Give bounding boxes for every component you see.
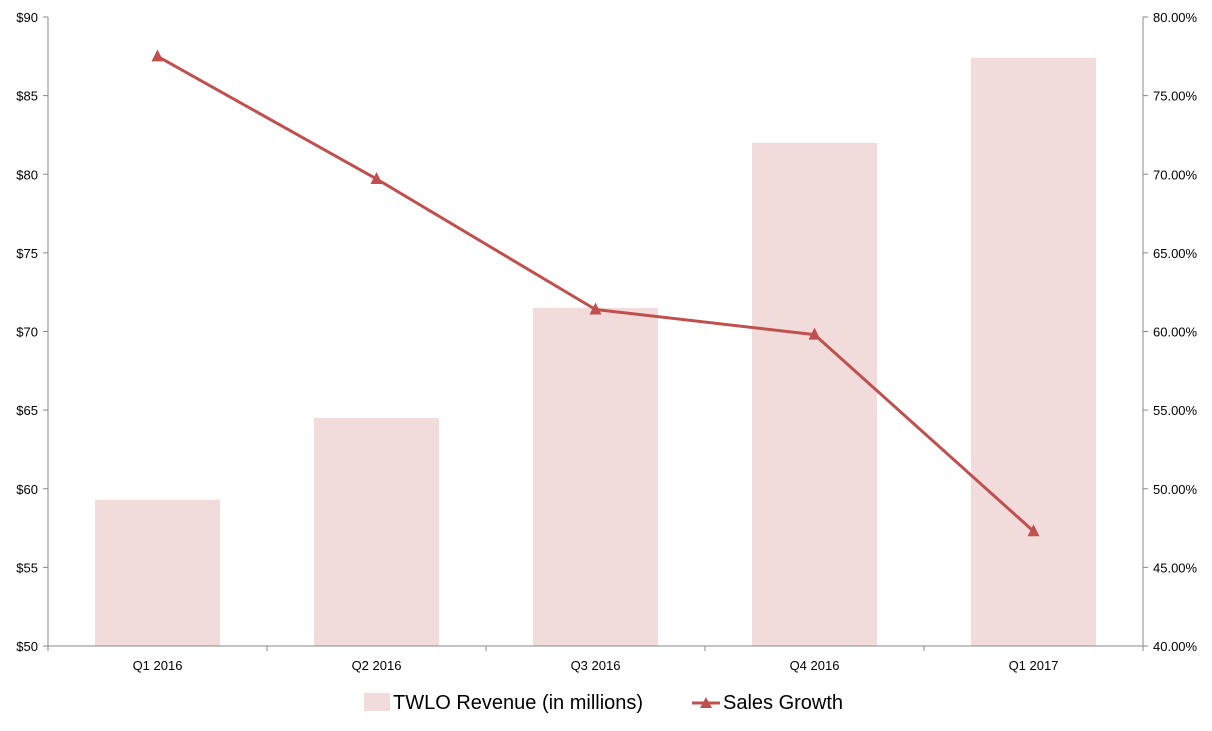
line-layer — [151, 49, 1040, 537]
sales-growth-marker — [1027, 524, 1040, 537]
bar — [95, 499, 220, 646]
y-right-tick-label: 50.00% — [1153, 482, 1198, 497]
x-tick-label: Q4 2016 — [790, 658, 840, 673]
bar-layer — [95, 57, 1096, 647]
bar — [533, 307, 658, 646]
legend: TWLO Revenue (in millions) Sales Growth — [364, 692, 843, 714]
bar — [752, 142, 877, 647]
y-left-tick-label: $75 — [16, 246, 38, 261]
y-left-tick-label: $70 — [16, 325, 38, 340]
y-left-tick-label: $55 — [16, 560, 38, 575]
x-tick-label: Q1 2017 — [1009, 658, 1059, 673]
legend-swatch-revenue — [364, 693, 390, 711]
legend-marker-sales-growth — [700, 697, 712, 708]
y-right-tick-label: 80.00% — [1153, 10, 1198, 25]
legend-label-sales-growth: Sales Growth — [723, 692, 843, 714]
bar — [971, 57, 1096, 646]
y-left-tick-label: $50 — [16, 639, 38, 654]
y-right-tick-label: 70.00% — [1153, 167, 1198, 182]
y-left-tick-label: $85 — [16, 89, 38, 104]
y-left-tick-label: $65 — [16, 403, 38, 418]
x-tick-label: Q2 2016 — [352, 658, 402, 673]
y-left-tick-label: $90 — [16, 10, 38, 25]
y-right-tick-label: 75.00% — [1153, 89, 1198, 104]
bar — [314, 417, 439, 646]
y-right-tick-label: 55.00% — [1153, 403, 1198, 418]
tick-label-layer: $50 $55 $60 $65 $70 $75 $80 $85 $90 40.00% 45.00% 5… — [16, 10, 1197, 673]
y-left-tick-label: $60 — [16, 482, 38, 497]
sales-growth-marker — [151, 49, 164, 62]
sales-growth-marker — [370, 171, 383, 184]
y-right-tick-label: 40.00% — [1153, 639, 1198, 654]
x-tick-label: Q1 2016 — [133, 658, 183, 673]
y-right-tick-label: 60.00% — [1153, 325, 1198, 340]
legend-label-revenue: TWLO Revenue (in millions) — [393, 692, 643, 714]
y-right-tick-label: 65.00% — [1153, 246, 1198, 261]
y-right-tick-label: 45.00% — [1153, 560, 1198, 575]
y-left-tick-label: $80 — [16, 167, 38, 182]
sales-growth-marker — [808, 327, 821, 340]
axes-layer — [43, 16, 1148, 651]
sales-growth-marker — [589, 302, 602, 315]
x-tick-label: Q3 2016 — [571, 658, 621, 673]
